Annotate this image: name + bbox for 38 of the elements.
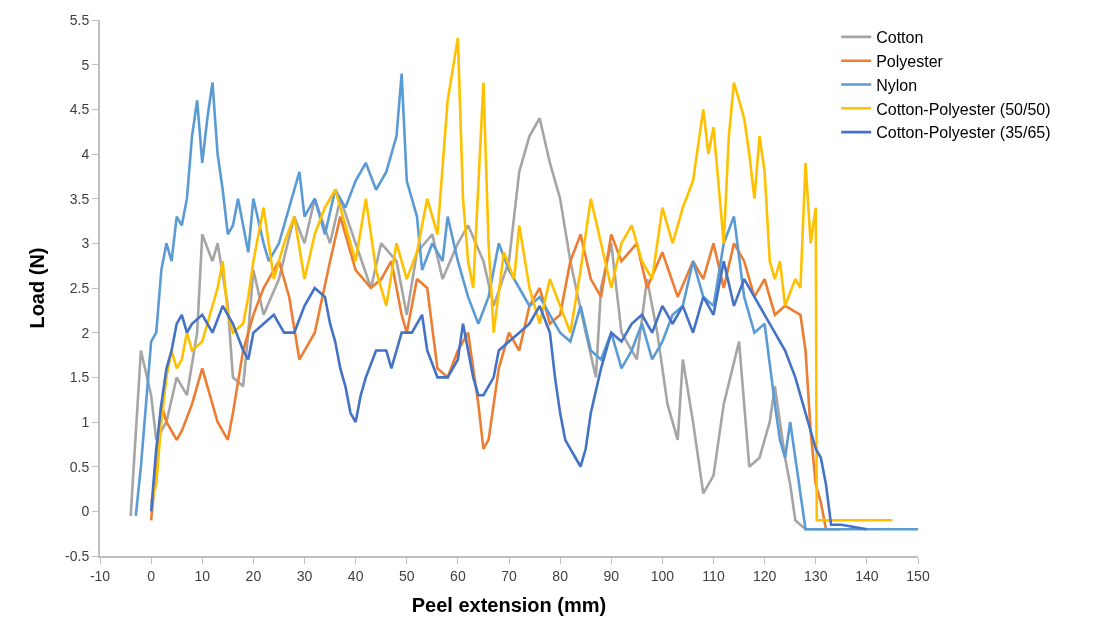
y-tick-label: 4 bbox=[81, 145, 90, 162]
x-tick-label: 80 bbox=[552, 567, 569, 584]
x-tick-label: 120 bbox=[752, 567, 777, 584]
line-series bbox=[149, 259, 869, 531]
x-tick-label: 0 bbox=[147, 567, 156, 584]
y-tick-label: 5.5 bbox=[69, 11, 90, 28]
x-tick-label: 20 bbox=[245, 567, 262, 584]
y-tick-label: 2.5 bbox=[69, 279, 90, 296]
y-tick-label: 2 bbox=[81, 324, 90, 341]
y-tick-label: -0.5 bbox=[65, 547, 90, 564]
y-tick-label: 1.5 bbox=[69, 369, 90, 386]
x-tick-label: 110 bbox=[702, 567, 725, 584]
x-tick-label: 150 bbox=[906, 567, 930, 584]
legend-label: Cotton-Polyester (50/50) bbox=[876, 100, 1051, 118]
x-tick-label: 140 bbox=[855, 567, 879, 584]
y-tick-label: 5 bbox=[81, 56, 90, 73]
x-tick-label: 40 bbox=[347, 567, 364, 584]
y-tick-label: 0.5 bbox=[69, 458, 90, 475]
x-tick-label: 10 bbox=[194, 567, 211, 584]
y-tick-label: 1 bbox=[81, 413, 90, 430]
y-axis-title: Load (N) bbox=[26, 247, 49, 329]
x-tick-label: 100 bbox=[650, 567, 675, 584]
y-tick-label: 3.5 bbox=[69, 190, 90, 207]
x-tick-label: 130 bbox=[804, 567, 828, 584]
x-tick-label: 70 bbox=[501, 567, 517, 584]
x-tick-label: 60 bbox=[450, 567, 466, 584]
y-tick-label: 3 bbox=[81, 235, 90, 252]
legend-label: Polyester bbox=[876, 52, 944, 70]
x-tick-label: 90 bbox=[603, 567, 620, 584]
x-axis-title: Peel extension (mm) bbox=[411, 593, 607, 616]
y-tick-label: 4.5 bbox=[69, 101, 90, 118]
legend-label: Cotton-Polyester (35/65) bbox=[876, 124, 1051, 142]
x-tick-label: -10 bbox=[89, 567, 111, 584]
x-tick-label: 50 bbox=[398, 567, 415, 584]
legend-label: Cotton bbox=[876, 29, 924, 47]
y-tick-label: 0 bbox=[81, 503, 90, 520]
legend-label: Nylon bbox=[876, 76, 918, 94]
x-tick-label: 30 bbox=[296, 567, 313, 584]
